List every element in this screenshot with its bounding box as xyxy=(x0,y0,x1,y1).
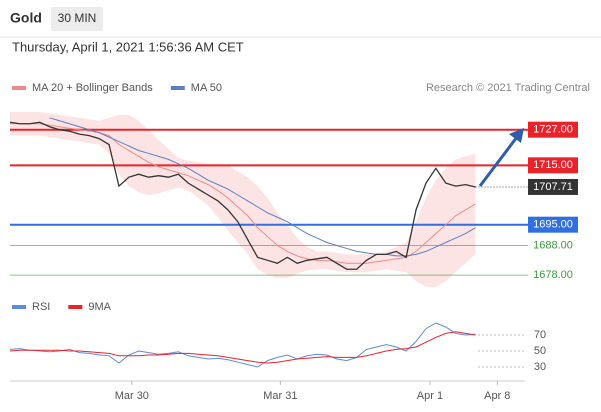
legend-label: MA 20 + Bollinger Bands xyxy=(32,82,153,94)
level-label: 1695.00 xyxy=(533,219,573,231)
x-tick-label: Mar 30 xyxy=(115,390,149,402)
series-line xyxy=(9,331,476,364)
forecast-arrowhead xyxy=(509,128,524,143)
source: Research © 2021 Trading Central xyxy=(426,82,590,94)
bollinger-band xyxy=(10,111,476,288)
legend-label: 9MA xyxy=(88,301,111,313)
legend-swatch xyxy=(12,86,26,90)
x-tick-label: Mar 31 xyxy=(263,390,297,402)
level-label: 1678.00 xyxy=(533,269,573,281)
legend-swatch xyxy=(68,305,83,309)
legend-label: RSI xyxy=(32,301,50,313)
y-tick-label: 30 xyxy=(534,361,546,373)
series-line xyxy=(9,322,476,368)
level-box xyxy=(528,121,578,138)
instrument-title: Gold xyxy=(10,10,42,26)
legend-swatch xyxy=(12,305,26,309)
series-line xyxy=(10,123,476,264)
x-tick-label: Apr 1 xyxy=(417,390,443,402)
last-price-box xyxy=(528,178,578,195)
level-label: 1727.00 xyxy=(533,124,573,136)
interval-label[interactable]: 30 MIN xyxy=(58,11,97,25)
last-price-label: 1707.71 xyxy=(533,181,573,193)
y-tick-label: 70 xyxy=(534,329,546,341)
interval-button[interactable] xyxy=(51,7,103,31)
level-label: 1688.00 xyxy=(533,239,573,251)
legend-label: MA 50 xyxy=(191,82,222,94)
legend-swatch xyxy=(170,86,185,90)
series-line xyxy=(9,121,476,270)
level-box xyxy=(528,157,578,174)
level-label: 1715.00 xyxy=(533,159,573,171)
x-tick-label: Apr 8 xyxy=(484,390,510,402)
y-tick-label: 50 xyxy=(534,345,546,357)
level-box xyxy=(528,216,578,233)
datetime: Thursday, April 1, 2021 1:56:36 AM CET xyxy=(12,39,244,54)
forecast-arrow xyxy=(478,136,519,187)
